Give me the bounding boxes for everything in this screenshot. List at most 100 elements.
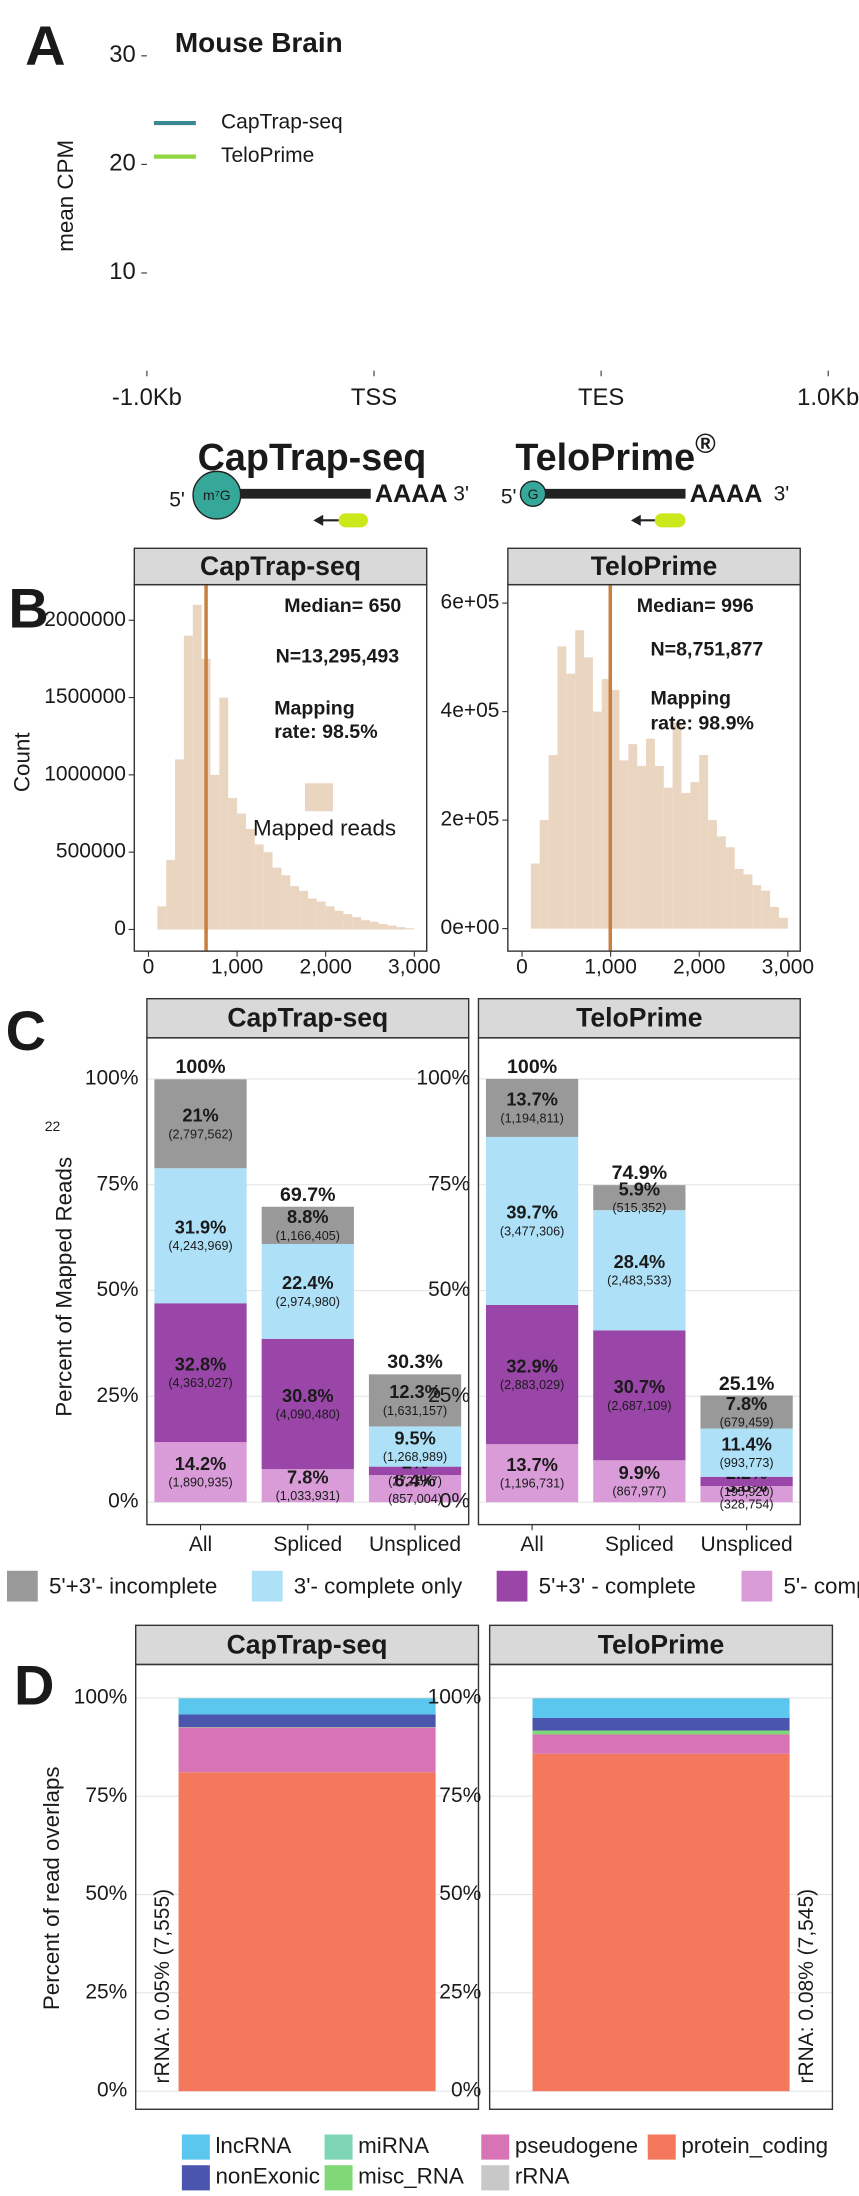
bar bbox=[228, 798, 238, 930]
bar bbox=[743, 874, 753, 929]
bar bbox=[352, 917, 362, 930]
bar bbox=[708, 820, 717, 929]
legend-swatch bbox=[304, 783, 333, 812]
y-tick-label: 4e+05 bbox=[441, 699, 500, 722]
count-label: (4,243,969) bbox=[168, 1239, 232, 1253]
y-tick-label: 100% bbox=[74, 1685, 128, 1708]
count-label: (328,754) bbox=[720, 1498, 774, 1512]
median-label: Median= 650 bbox=[284, 595, 401, 617]
bar bbox=[681, 792, 691, 929]
bar bbox=[690, 782, 700, 929]
legend-label: 5'- complete only bbox=[783, 1573, 859, 1598]
bar bbox=[290, 886, 300, 930]
bar-segment bbox=[700, 1428, 793, 1477]
poly-a: AAAA bbox=[690, 480, 763, 508]
bar bbox=[378, 924, 388, 930]
legend-swatch bbox=[324, 2165, 353, 2191]
y-tick-label: 25% bbox=[85, 1980, 127, 2003]
count-label: (1,890,935) bbox=[168, 1476, 232, 1490]
facet-title: CapTrap-seq bbox=[227, 1003, 388, 1033]
y-tick-label: 6e+05 bbox=[441, 591, 500, 614]
legend-label: Mapped reads bbox=[253, 815, 396, 840]
legend-label: 5'+3'- incomplete bbox=[49, 1573, 217, 1598]
bar-segment bbox=[485, 1304, 579, 1445]
count-label: (2,883,029) bbox=[500, 1378, 564, 1392]
bar bbox=[272, 867, 282, 930]
x-tick-label: Spliced bbox=[273, 1533, 342, 1556]
legend-label: misc_RNA bbox=[358, 2164, 464, 2189]
legend-swatch bbox=[6, 1570, 38, 1602]
x-tick-label: TES bbox=[578, 384, 624, 411]
y-tick-label: 0% bbox=[97, 2079, 127, 2102]
bar bbox=[307, 898, 317, 930]
annotation: Mapping bbox=[651, 688, 731, 710]
total-label: 74.9% bbox=[612, 1162, 668, 1184]
bar bbox=[699, 755, 709, 929]
y-tick-label: 100% bbox=[428, 1685, 482, 1708]
plot-frame bbox=[488, 1663, 834, 2110]
bar-segment bbox=[532, 1717, 790, 1731]
bar bbox=[299, 890, 308, 930]
schematic-title: CapTrap-seq bbox=[198, 437, 427, 479]
bar-segment bbox=[485, 1444, 579, 1503]
bar bbox=[610, 689, 620, 929]
plot-frame bbox=[146, 1037, 470, 1526]
bar-segment bbox=[532, 1698, 790, 1718]
value-label: 6.4% bbox=[394, 1470, 435, 1490]
cap-label: G bbox=[528, 486, 539, 502]
bar-segment bbox=[485, 1136, 579, 1305]
panel: C Percent of Mapped Reads 22 CapTrap-seq 0% 2… bbox=[6, 997, 859, 1602]
bar-segment bbox=[593, 1330, 686, 1461]
value-label: 11.4% bbox=[721, 1434, 772, 1454]
bar-segment bbox=[261, 1469, 354, 1503]
total-label: 25.1% bbox=[719, 1373, 775, 1395]
y-axis-title: mean CPM bbox=[53, 140, 78, 252]
count-label: (2,974,980) bbox=[276, 1295, 340, 1309]
legend-swatch bbox=[741, 1570, 773, 1602]
x-tick-label: Unspliced bbox=[701, 1533, 793, 1556]
count-label: (993,773) bbox=[720, 1456, 774, 1470]
x-tick-label: All bbox=[189, 1533, 212, 1556]
strip bbox=[146, 997, 470, 1039]
bar-segment bbox=[261, 1243, 354, 1339]
legend-label: pseudogene bbox=[515, 2133, 638, 2158]
legend-swatch bbox=[481, 2165, 510, 2191]
bar bbox=[281, 875, 291, 930]
bar-segment bbox=[532, 1730, 790, 1735]
value-label: 28.4% bbox=[614, 1252, 666, 1272]
plot-frame bbox=[507, 583, 801, 952]
bar-segment bbox=[700, 1476, 793, 1487]
bar bbox=[263, 852, 273, 930]
bar bbox=[245, 828, 255, 930]
count-label: (515,352) bbox=[612, 1201, 666, 1215]
bar-segment bbox=[593, 1210, 686, 1331]
y-tick-label: 0% bbox=[440, 1490, 470, 1513]
bar-segment bbox=[178, 1698, 436, 1715]
y-tick-label: 25% bbox=[428, 1384, 470, 1407]
bar-segment bbox=[532, 1734, 790, 1754]
bar bbox=[761, 890, 771, 929]
y-tick-label: 10 bbox=[109, 258, 135, 285]
value-label: 13.7% bbox=[506, 1090, 558, 1110]
facet-title: TeloPrime bbox=[576, 1003, 702, 1033]
three-prime: 3' bbox=[774, 483, 790, 506]
legend-swatch bbox=[481, 2134, 510, 2160]
count-label: (4,090,480) bbox=[276, 1407, 340, 1421]
bar bbox=[566, 673, 576, 929]
annotation: rRNA: 0.05% (7,555) bbox=[151, 1889, 174, 2084]
bar bbox=[575, 630, 585, 929]
legend-swatch bbox=[251, 1570, 283, 1602]
legend-label: nonExonic bbox=[215, 2164, 320, 2189]
y-axis-title: Percent of Mapped Reads bbox=[52, 1157, 77, 1417]
value-label: 21% bbox=[182, 1106, 218, 1126]
bar-segment bbox=[154, 1168, 247, 1304]
count-label: (2,687,109) bbox=[607, 1399, 671, 1413]
legend-label: 3'- complete only bbox=[294, 1573, 463, 1598]
annotation: rRNA: 0.08% (7,545) bbox=[795, 1889, 818, 2084]
bar bbox=[557, 646, 567, 929]
y-tick-label: 50% bbox=[97, 1278, 139, 1301]
plot-frame bbox=[477, 1037, 801, 1526]
panel: B Count CapTrap-seq 0 500000 1000000 1500000 20… bbox=[8, 547, 441, 978]
x-tick-label: Spliced bbox=[605, 1533, 674, 1556]
registered-mark: ® bbox=[695, 429, 716, 460]
